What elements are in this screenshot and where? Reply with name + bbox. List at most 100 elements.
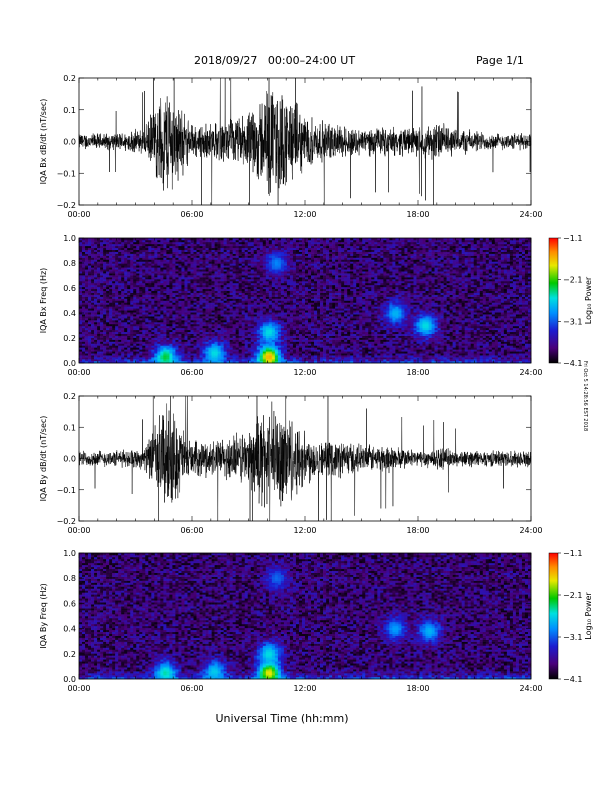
spectrogram-cell (245, 324, 248, 326)
spectrogram-cell (154, 279, 157, 281)
spectrogram-cell (248, 291, 251, 293)
spectrogram-cell (209, 345, 212, 347)
spectrogram-cell (175, 289, 178, 291)
spectrogram-cell (172, 353, 175, 355)
spectrogram-cell (215, 242, 218, 244)
spectrogram-cell (197, 285, 200, 287)
spectrogram-cell (136, 240, 139, 242)
spectrogram-cell (203, 283, 206, 285)
spectrogram-cell (293, 271, 296, 273)
spectrogram-cell (194, 345, 197, 347)
spectrogram-cell (118, 297, 121, 299)
spectrogram-cell (109, 254, 112, 256)
spectrogram-cell (112, 328, 115, 330)
spectrogram-cell (257, 285, 260, 287)
spectrogram-cell (299, 304, 302, 306)
spectrogram-cell (248, 304, 251, 306)
spectrogram-cell (91, 289, 94, 291)
spectrogram-cell (82, 314, 85, 316)
spectrogram-cell (200, 267, 203, 269)
spectrogram-cell (91, 269, 94, 271)
spectrogram-cell (290, 261, 293, 263)
spectrogram-cell (154, 263, 157, 265)
spectrogram-cell (157, 254, 160, 256)
spectrogram-cell (181, 250, 184, 252)
spectrogram-cell (88, 338, 91, 340)
spectrogram-cell (305, 355, 308, 357)
spectrogram-cell (209, 312, 212, 314)
spectrogram-cell (200, 302, 203, 304)
spectrogram-cell (121, 252, 124, 254)
spectrogram-cell (127, 269, 130, 271)
spectrogram-cell (299, 355, 302, 357)
spectrogram-cell (127, 334, 130, 336)
spectrogram-cell (236, 258, 239, 260)
spectrogram-cell (145, 330, 148, 332)
spectrogram-cell (218, 326, 221, 328)
spectrogram-cell (299, 277, 302, 279)
spectrogram-cell (272, 285, 275, 287)
spectrogram-cell (203, 355, 206, 357)
spectrogram-cell (278, 320, 281, 322)
spectrogram-cell (290, 345, 293, 347)
spectrogram-cell (275, 342, 278, 344)
spectrogram-cell (103, 310, 106, 312)
spectrogram-cell (227, 259, 230, 261)
spectrogram-cell (169, 287, 172, 289)
spectrogram-cell (215, 279, 218, 281)
spectrogram-cell (190, 301, 193, 303)
spectrogram-cell (178, 250, 181, 252)
spectrogram-cell (290, 246, 293, 248)
spectrogram-cell (169, 357, 172, 359)
spectrogram-cell (163, 240, 166, 242)
spectrogram-cell (275, 318, 278, 320)
spectrogram-cell (121, 320, 124, 322)
spectrogram-cell (109, 242, 112, 244)
spectrogram-cell (91, 291, 94, 293)
spectrogram-cell (251, 258, 254, 260)
spectrogram-cell (88, 277, 91, 279)
spectrogram-cell (133, 322, 136, 324)
spectrogram-cell (248, 254, 251, 256)
spectrogram-cell (278, 250, 281, 252)
spectrogram-cell (121, 248, 124, 250)
spectrogram-cell (305, 345, 308, 347)
spectrogram-cell (166, 351, 169, 353)
spectrogram-cell (218, 357, 221, 359)
spectrogram-cell (284, 334, 287, 336)
spectrogram-cell (118, 347, 121, 349)
spectrogram-cell (308, 351, 311, 353)
spectrogram-cell (266, 318, 269, 320)
spectrogram-cell (172, 322, 175, 324)
spectrogram-cell (221, 314, 224, 316)
spectrogram-cell (160, 293, 163, 295)
spectrogram-cell (85, 322, 88, 324)
spectrogram-cell (97, 334, 100, 336)
spectrogram-cell (88, 295, 91, 297)
spectrogram-cell (160, 240, 163, 242)
spectrogram-cell (127, 256, 130, 258)
spectrogram-cell (299, 248, 302, 250)
spectrogram-cell (212, 271, 215, 273)
spectrogram-cell (266, 351, 269, 353)
spectrogram-cell (251, 254, 254, 256)
spectrogram-cell (230, 295, 233, 297)
spectrogram-cell (281, 336, 284, 338)
spectrogram-cell (218, 314, 221, 316)
spectrogram-cell (251, 275, 254, 277)
spectrogram-cell (109, 283, 112, 285)
spectrogram-cell (206, 304, 209, 306)
spectrogram-cell (94, 261, 97, 263)
spectrogram-cell (281, 314, 284, 316)
spectrogram-cell (118, 322, 121, 324)
spectrogram-cell (224, 340, 227, 342)
spectrogram-cell (79, 336, 82, 338)
spectrogram-cell (236, 250, 239, 252)
spectrogram-cell (130, 353, 133, 355)
spectrogram-cell (133, 314, 136, 316)
spectrogram-cell (139, 248, 142, 250)
spectrogram-cell (275, 314, 278, 316)
spectrogram-cell (154, 306, 157, 308)
spectrogram-cell (145, 310, 148, 312)
spectrogram-cell (254, 343, 257, 345)
